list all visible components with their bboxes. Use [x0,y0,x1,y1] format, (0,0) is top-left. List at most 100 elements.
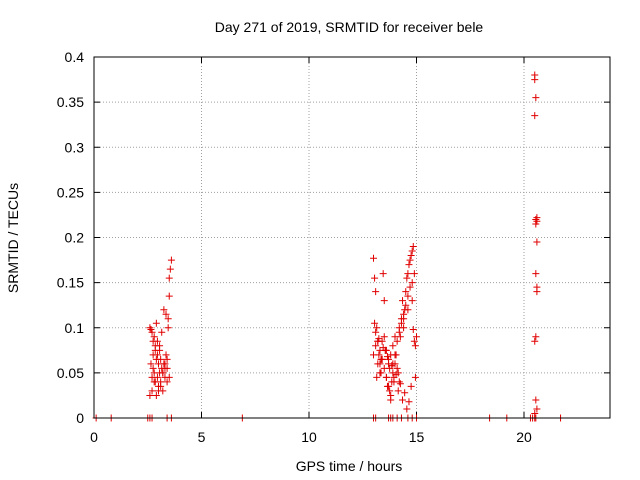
data-point [373,373,381,381]
data-point [409,243,417,251]
data-point [146,391,154,399]
data-point [165,292,173,300]
data-point [385,355,393,363]
y-tick-label: 0.4 [65,49,85,65]
data-point [163,378,171,386]
data-points [92,71,565,422]
data-point [156,342,164,350]
data-point [380,333,388,341]
data-point [147,360,155,368]
data-point [406,256,414,264]
data-point [532,396,540,404]
data-point [153,337,161,345]
y-tick-label: 0.2 [65,230,85,246]
y-tick-label: 0.3 [65,139,85,155]
data-point [385,382,393,390]
data-point [380,297,388,305]
data-point [389,342,397,350]
data-point [370,351,377,359]
data-point [152,355,160,363]
data-point [371,274,379,282]
data-point [393,337,401,345]
data-point [165,274,173,282]
data-point [403,274,411,282]
y-axis-label: SRMTID / TECUs [5,183,21,293]
data-point [409,326,417,334]
data-point [148,387,156,395]
data-point [401,389,409,397]
data-point [388,362,396,370]
data-point [395,324,403,332]
data-point [373,324,381,332]
data-point [372,342,380,350]
data-point [400,315,408,323]
data-point [533,217,541,225]
data-point [404,306,412,314]
data-point [411,373,419,381]
data-point [372,328,380,336]
x-tick-label: 0 [90,429,98,445]
data-point [533,405,541,413]
data-point [407,252,415,260]
data-point [160,306,168,314]
data-point [531,112,539,120]
data-point [382,373,390,381]
data-point [371,319,379,327]
data-point [402,301,410,309]
data-point [377,355,385,363]
data-point [397,319,405,327]
data-point [390,378,398,386]
data-point [163,355,171,363]
data-point [389,360,397,368]
data-point [376,369,384,377]
chart-title: Day 271 of 2019, SRMTID for receiver bel… [215,19,484,35]
data-point [411,342,419,350]
data-point [152,319,160,327]
data-point [157,382,165,390]
data-point [405,261,413,269]
data-point [533,238,541,246]
data-point [165,373,173,381]
data-point [153,373,161,381]
data-point [150,333,158,341]
data-point [531,337,539,345]
data-point [150,378,158,386]
y-tick-label: 0.35 [57,94,84,110]
data-point [158,328,166,336]
data-point [531,409,539,417]
data-point [387,351,395,359]
x-tick-label: 15 [409,429,425,445]
data-point [379,270,387,278]
data-point [378,337,386,345]
data-point [162,351,170,359]
data-point [532,94,540,102]
data-point [159,369,167,377]
data-point [413,333,420,341]
data-point [149,364,157,372]
data-point [408,297,416,305]
data-point [531,76,539,84]
data-point [372,288,380,296]
data-point [155,387,162,395]
y-tick-label: 0.05 [57,365,84,381]
data-point [149,351,157,359]
data-point [382,346,390,354]
data-point [533,288,541,296]
x-tick-label: 5 [198,429,206,445]
x-axis-label: GPS time / hours [296,458,403,474]
data-point [162,310,170,318]
data-point [148,328,156,336]
plot-frame [93,56,611,419]
y-tick-label: 0.25 [57,184,84,200]
data-point [392,371,400,379]
data-point [146,324,154,332]
data-point [532,270,540,278]
data-point [396,380,404,388]
data-point [161,360,169,368]
data-point [394,387,402,395]
data-point [532,333,540,341]
axis-ticks: 0 0.05 0.1 0.15 0.2 0.25 0.3 0.35 0.4 0 5 10 15 20 [57,49,610,445]
data-point [402,288,410,296]
y-tick-label: 0.1 [65,320,85,336]
